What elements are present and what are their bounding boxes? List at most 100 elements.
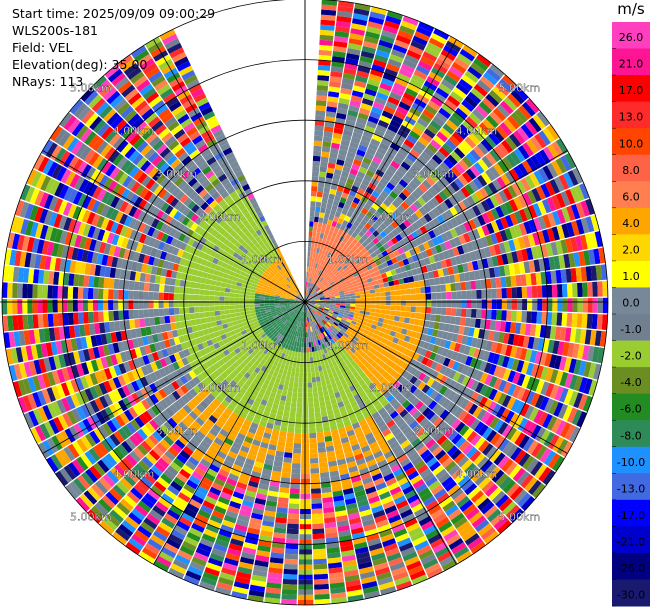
gate-29-35 <box>480 309 487 319</box>
gate-15-30 <box>417 196 427 207</box>
gate-57-50 <box>284 553 298 560</box>
gate-8-14 <box>335 233 342 240</box>
gate-29-15 <box>380 305 386 310</box>
gate-16-4 <box>320 286 326 291</box>
gate-41-5 <box>323 318 328 323</box>
gate-15-36 <box>439 176 450 187</box>
gate-32-24 <box>422 327 429 335</box>
gate-43-11 <box>340 342 347 349</box>
gate-23-1 <box>309 299 315 301</box>
gate-14-8 <box>333 269 339 275</box>
gate-54-12 <box>310 362 315 368</box>
gate-31-7 <box>339 307 345 311</box>
gate-8-13 <box>333 238 339 245</box>
gate-11-45 <box>435 111 448 123</box>
gate-25-27 <box>439 276 446 285</box>
gate-54-8 <box>308 342 312 348</box>
gate-45-22 <box>366 391 375 399</box>
gate-33-23 <box>415 332 422 340</box>
gate-4-50 <box>360 50 375 59</box>
gate-37-18 <box>383 344 390 352</box>
gate-34-31 <box>450 351 459 361</box>
gate-35-33 <box>456 363 465 374</box>
gate-2-2 <box>306 286 308 293</box>
gate-37-33 <box>448 379 457 390</box>
gate-14-45 <box>464 136 477 149</box>
gate-9-54 <box>435 58 451 70</box>
gate-32-22 <box>412 324 419 332</box>
gate-25-36 <box>483 268 491 279</box>
gate-46-4 <box>315 318 319 324</box>
gate-39-4 <box>321 313 326 318</box>
gate-17-17 <box>374 248 382 256</box>
gate-26-1 <box>310 300 316 302</box>
gate-15-10 <box>342 264 348 271</box>
gate-57-7 <box>301 337 305 343</box>
gate-38-42 <box>480 411 492 424</box>
gate-9-40 <box>401 120 414 130</box>
gate-55-53 <box>313 568 328 575</box>
gate-6-2 <box>308 287 311 293</box>
gate-32-6 <box>334 308 340 312</box>
gate-29-55 <box>581 313 588 329</box>
gate-27-33 <box>471 290 477 299</box>
gate-13-31 <box>408 180 418 191</box>
gate-10-24 <box>368 194 378 203</box>
gate-25-51 <box>558 254 566 269</box>
gate-32-58 <box>588 362 597 379</box>
gate-26-44 <box>525 273 532 286</box>
gate-39-27 <box>413 378 422 388</box>
gate-57-9 <box>301 347 304 353</box>
gate-4-57 <box>368 16 385 25</box>
gate-20-56 <box>558 174 570 190</box>
gate-4-46 <box>356 70 370 79</box>
gate-10-38 <box>406 134 418 145</box>
gate-40-41 <box>462 427 474 440</box>
gate-45-50 <box>445 504 459 517</box>
gate-29-11 <box>360 304 366 308</box>
gate-37-22 <box>400 353 408 362</box>
gate-19-21 <box>397 247 405 255</box>
gate-57-40 <box>288 503 300 509</box>
gate-44-4 <box>317 317 322 323</box>
gate-19-17 <box>379 257 387 264</box>
gate-32-29 <box>446 332 454 341</box>
gate-45-49 <box>442 500 456 513</box>
gate-42-16 <box>360 357 367 365</box>
gate-11-51 <box>452 87 467 99</box>
gate-42-6 <box>325 322 331 328</box>
gate-41-44 <box>466 446 478 459</box>
gate-32-17 <box>387 319 394 326</box>
gate-35-28 <box>433 353 442 363</box>
gate-58-37 <box>279 487 290 494</box>
gate-10-4 <box>315 280 320 286</box>
gate-20-9 <box>345 279 352 284</box>
gate-18-47 <box>504 171 516 185</box>
gate-36-27 <box>425 358 434 368</box>
gate-3-58 <box>353 8 370 17</box>
gate-4-56 <box>367 21 383 30</box>
gate-16-43 <box>473 162 485 175</box>
gate-45-55 <box>459 524 474 538</box>
gate-40-32 <box>428 400 438 410</box>
gate-44-28 <box>389 410 399 420</box>
gate-30-49 <box>549 326 557 340</box>
gate-18-39 <box>470 193 481 205</box>
gate-18-9 <box>343 274 349 280</box>
gate-36-42 <box>492 390 503 403</box>
gate-27-35 <box>481 289 487 299</box>
gate-19-3 <box>318 292 324 296</box>
gate-2-28 <box>320 156 329 163</box>
gate-38-57 <box>543 450 556 466</box>
gate-24-50 <box>550 241 559 256</box>
gate-24-6 <box>334 293 340 297</box>
gate-10-46 <box>427 100 441 112</box>
gate-58-9 <box>298 347 302 353</box>
gate-57-55 <box>282 578 298 585</box>
gate-5-35 <box>353 127 364 135</box>
gate-39-11 <box>349 333 356 339</box>
gate-4-54 <box>365 31 381 40</box>
gate-1-10 <box>307 246 311 252</box>
gate-28-41 <box>511 299 518 310</box>
gate-43-16 <box>357 361 364 368</box>
